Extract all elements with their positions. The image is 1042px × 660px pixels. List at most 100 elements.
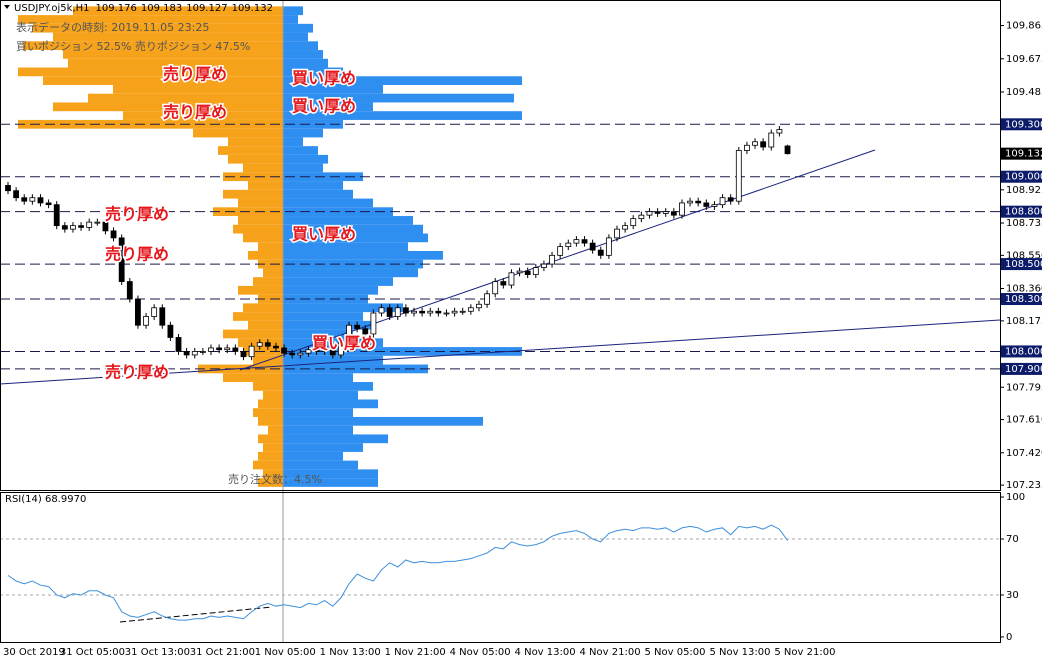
candle-body bbox=[492, 281, 499, 295]
candle-body bbox=[727, 197, 734, 202]
candle-body bbox=[484, 293, 490, 305]
candle-body bbox=[565, 242, 572, 248]
level-label: 107.900 bbox=[1005, 364, 1042, 375]
y-tick-label: 108.735 bbox=[1006, 218, 1042, 229]
candle-body bbox=[687, 200, 693, 204]
buy-order-bar bbox=[283, 67, 343, 77]
candle-body bbox=[752, 141, 758, 146]
sell-order-bar bbox=[258, 416, 283, 426]
sell-order-bar bbox=[243, 233, 283, 243]
candle-body bbox=[264, 342, 271, 347]
buy-order-bar bbox=[283, 128, 323, 138]
candle-body bbox=[646, 211, 653, 216]
menu-icon bbox=[4, 5, 10, 9]
candle-body bbox=[281, 347, 287, 354]
candle-body bbox=[573, 239, 580, 244]
candle-body bbox=[662, 211, 669, 214]
sell-order-bar bbox=[258, 434, 283, 444]
buy-order-bar bbox=[283, 84, 383, 94]
x-tick-label: 5 Nov 13:00 bbox=[709, 647, 770, 658]
last-low: 109.127 bbox=[186, 3, 227, 14]
buy-order-bar bbox=[283, 434, 388, 444]
candle-body bbox=[86, 221, 93, 228]
sell-order-bar bbox=[238, 216, 283, 225]
buy-order-bar bbox=[283, 347, 522, 356]
header: USDJPY.oj5k,H1 109.176 109.183 109.127 109.1… bbox=[4, 3, 322, 505]
candle-body bbox=[638, 214, 645, 220]
candle-body bbox=[451, 310, 458, 314]
sell-order-bar bbox=[248, 320, 283, 330]
candle-body bbox=[411, 310, 417, 314]
candle-body bbox=[589, 242, 596, 251]
sell-order-bar bbox=[258, 478, 283, 487]
level-label: 108.800 bbox=[1005, 207, 1042, 218]
buy-order-bar bbox=[283, 154, 328, 164]
sell-order-bar bbox=[18, 67, 283, 77]
candle-body bbox=[532, 267, 539, 275]
buy-order-bar bbox=[283, 181, 343, 190]
x-tick-label: 31 Oct 21:00 bbox=[190, 647, 255, 658]
candle-body bbox=[135, 298, 141, 326]
level-box bbox=[1001, 205, 1042, 218]
level-label: 108.000 bbox=[1005, 346, 1042, 357]
candle-body bbox=[313, 349, 320, 352]
x-tick-label: 4 Nov 05:00 bbox=[450, 647, 511, 658]
buy-order-bar bbox=[283, 242, 408, 251]
sell-order-bar bbox=[223, 373, 283, 383]
annotation: 買い厚め bbox=[312, 334, 376, 353]
candle-body bbox=[13, 190, 20, 199]
buy-order-bar bbox=[283, 224, 423, 234]
y-tick-label: 107.420 bbox=[1006, 448, 1042, 459]
candles bbox=[5, 126, 791, 361]
x-tick-label: 4 Nov 13:00 bbox=[515, 647, 576, 658]
candle-body bbox=[735, 150, 742, 202]
level-box bbox=[1001, 293, 1042, 306]
y-tick-label: 107.235 bbox=[1006, 480, 1042, 491]
y-tick-label: 107.610 bbox=[1006, 415, 1042, 426]
level-label: 109.300 bbox=[1005, 119, 1042, 130]
sell-order-bar bbox=[63, 50, 283, 59]
candle-body bbox=[435, 310, 442, 314]
candle-body bbox=[94, 221, 101, 224]
buy-order-bar bbox=[283, 478, 378, 487]
candle-body bbox=[508, 272, 515, 286]
sell-order-bar bbox=[258, 451, 283, 461]
candle-body bbox=[118, 237, 125, 282]
candle-body bbox=[232, 347, 239, 352]
candle-body bbox=[443, 312, 450, 315]
candle-body bbox=[321, 345, 328, 352]
rsi-tick-label: 100 bbox=[1006, 492, 1025, 503]
sell-order-bar bbox=[18, 15, 283, 24]
buy-order-bar bbox=[283, 469, 378, 479]
sell-order-bar bbox=[263, 443, 283, 452]
rsi-tick-label: 70 bbox=[1006, 534, 1019, 545]
header-quote: USDJPY.oj5k,H1 109.176 109.183 109.127 109.1… bbox=[14, 3, 273, 14]
candle-body bbox=[703, 202, 710, 207]
buy-order-bar bbox=[283, 216, 413, 225]
candle-body bbox=[289, 352, 296, 356]
sell-order-bar bbox=[68, 58, 283, 68]
current-price-label: 109.132 bbox=[1005, 149, 1042, 160]
sell-order-bar bbox=[218, 146, 283, 155]
buy-order-bar bbox=[283, 268, 418, 278]
annotation: 売り厚め bbox=[105, 363, 169, 382]
candle-body bbox=[45, 202, 52, 206]
sell-order-bar bbox=[33, 23, 283, 33]
candle-body bbox=[654, 211, 661, 214]
level-box bbox=[1001, 362, 1042, 375]
candle-body bbox=[208, 347, 214, 352]
main-frame bbox=[0, 0, 1001, 491]
x-tick-label: 31 Oct 13:00 bbox=[125, 647, 190, 658]
candle-body bbox=[768, 132, 775, 148]
candle-body bbox=[719, 197, 726, 206]
candle-body bbox=[21, 197, 28, 202]
sell-order-bar bbox=[228, 154, 283, 164]
sell-order-bar bbox=[238, 285, 283, 295]
annotation: 買い厚め bbox=[292, 225, 356, 244]
candle-body bbox=[679, 202, 685, 216]
sell-order-bar bbox=[258, 242, 283, 251]
rsi-trend-line bbox=[119, 606, 273, 623]
